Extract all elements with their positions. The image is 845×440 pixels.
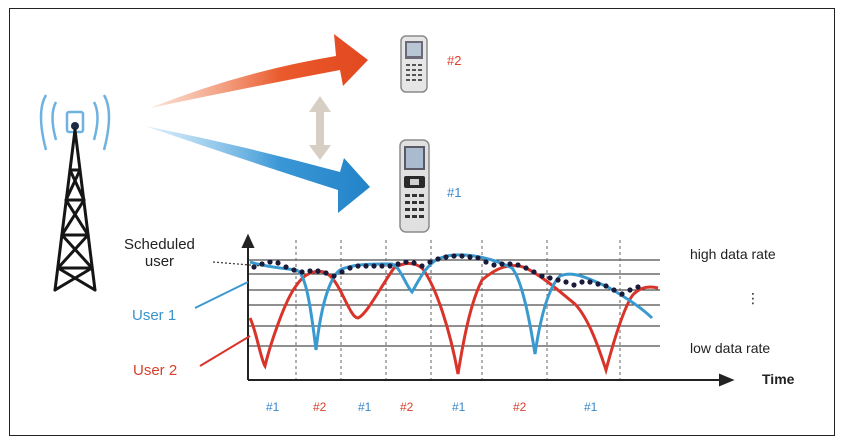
scheduled-user-label: Scheduled user — [124, 236, 195, 270]
slot-label: #2 — [313, 400, 327, 414]
scheduled-user-dots — [251, 253, 641, 297]
slot-label: #1 — [358, 400, 372, 414]
slot-label: #1 — [266, 400, 280, 414]
phone-icon — [400, 35, 428, 93]
slot-label: #2 — [513, 400, 527, 414]
slot-dividers — [295, 240, 621, 380]
slot-label: #1 — [584, 400, 598, 414]
phone-label-bottom: #1 — [447, 185, 462, 200]
phone-icon — [399, 139, 430, 233]
plot-axes — [241, 233, 735, 387]
user1-label: User 1 — [132, 307, 177, 324]
slot-label: #2 — [400, 400, 414, 414]
label-leaders — [194, 261, 263, 367]
low-rate-label: low data rate — [690, 340, 771, 356]
slot-label: #1 — [452, 400, 466, 414]
figure-frame — [9, 8, 835, 436]
user2-label: User 2 — [133, 362, 178, 379]
beam-arrow-blue — [145, 126, 370, 213]
ellipsis-label: ⋮ — [746, 290, 760, 306]
double-arrow-icon — [309, 96, 331, 160]
tower-icon — [39, 94, 111, 292]
beam-arrow-red — [150, 34, 368, 108]
high-rate-label: high data rate — [690, 246, 776, 262]
time-axis-label: Time — [762, 371, 795, 387]
phone-label-top: #2 — [447, 53, 462, 68]
